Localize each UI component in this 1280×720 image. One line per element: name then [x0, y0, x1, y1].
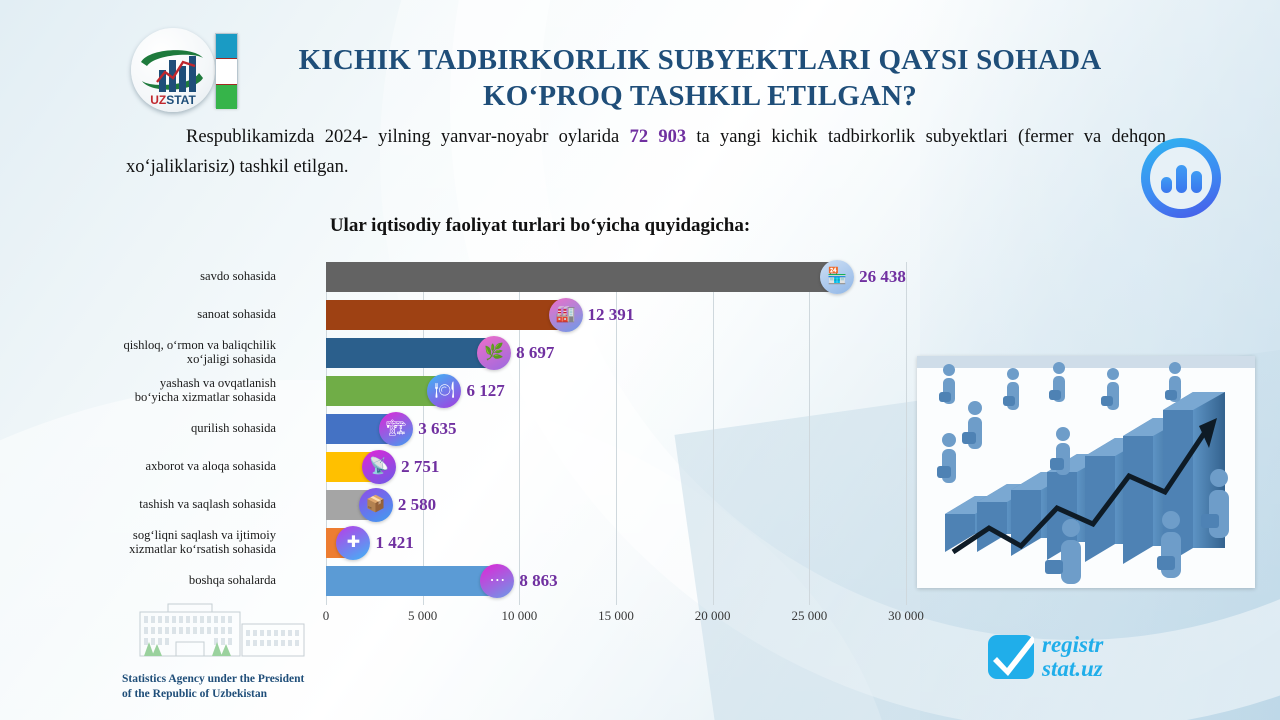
- bar-value-label: 2 580: [397, 495, 437, 514]
- shop-icon: 🏪: [820, 260, 855, 294]
- chart-row: ✚ 1 421: [326, 526, 906, 560]
- category-label-8: boshqa sohalarda: [188, 573, 276, 587]
- badge-bar-2: [1175, 165, 1187, 193]
- intro-paragraph: Respublikamizda 2024- yilning yanvar-noy…: [126, 122, 1166, 182]
- factory-icon: 🏭: [548, 298, 583, 332]
- healthcare-icon: ✚: [336, 526, 371, 560]
- uzstat-logo-icon: UZSTAT: [141, 50, 203, 107]
- bar-value-label: 6 127: [466, 381, 505, 400]
- business-growth-graphic: [917, 356, 1255, 588]
- gridline-5000: [422, 262, 424, 605]
- chart-row: 🌿 8 697: [326, 336, 906, 370]
- restaurant-icon: 🍽: [427, 374, 462, 408]
- bar-value-label: 3 635: [418, 419, 457, 438]
- x-tick-4: 20 000: [694, 608, 731, 623]
- bar-value-label: 1 421: [375, 533, 414, 552]
- footer-agency-name: Statistics Agency under the President of…: [122, 672, 382, 702]
- chart-bars: 🏪 26 438 🏭 12 391 🌿 8 697 🍽 6 127 🏗 3 635 📡 2 751 📦 2…: [326, 260, 906, 605]
- chart-row: 🏭 12 391: [326, 298, 906, 332]
- chart-row: 📦 2 580: [326, 488, 906, 522]
- chart-row: 🏗 3 635: [326, 412, 906, 446]
- x-tick-5: 25 000: [791, 608, 828, 623]
- business-growth-illustration: [917, 356, 1255, 588]
- chart-heading: Ular iqtisodiy faoliyat turlari bo‘yicha…: [329, 215, 751, 236]
- intro-text-part2: ta yangi kichik tadbirkorlik subyektlari…: [126, 127, 1167, 177]
- x-tick-2: 10 000: [501, 608, 538, 623]
- category-label-3: yashash va ovqatlanish bo‘yicha xizmatlar…: [134, 376, 276, 404]
- x-tick-0: 0: [322, 608, 330, 623]
- footer-line2: of the Republic of Uzbekistan: [122, 688, 268, 700]
- page-title: KICHIK TADBIRKORLIK SUBYEKTLARI QAYSI SO…: [250, 42, 1150, 114]
- x-tick-6: 30 000: [888, 608, 924, 623]
- bar-value-label: 8 863: [519, 571, 558, 590]
- uzbekistan-flag-icon: [215, 33, 238, 109]
- agriculture-icon: 🌿: [477, 336, 512, 370]
- registrstat-line1: registr: [1042, 632, 1104, 657]
- bar-0[interactable]: [326, 262, 838, 292]
- bar-1[interactable]: [326, 300, 566, 330]
- x-tick-1: 5 000: [408, 608, 438, 623]
- gridline-25000: [809, 262, 811, 605]
- intro-text-part1: Respublikamizda 2024- yilning yanvar-noy…: [186, 127, 630, 147]
- warehouse-icon: 📦: [358, 488, 393, 522]
- bar-2[interactable]: [326, 338, 495, 368]
- category-label-4: qurilish sohasida: [190, 421, 276, 435]
- badge-bar-1: [1160, 177, 1172, 193]
- network-icon: 📡: [362, 450, 397, 484]
- category-label-5: axborot va aloqa sohasida: [145, 459, 276, 473]
- category-label-7: sog‘liqni saqlash va ijtimoiy xizmatlar k…: [129, 528, 276, 556]
- uzstat-logo: UZSTAT: [131, 28, 215, 112]
- checkmark-icon: [988, 635, 1036, 679]
- bar-value-label: 2 751: [401, 457, 440, 476]
- ellipsis-icon: ⋯: [480, 564, 515, 598]
- bar-value-label: 26 438: [859, 267, 906, 286]
- gridline-15000: [616, 262, 617, 605]
- bar-value-label: 12 391: [587, 305, 635, 324]
- chart-row: ⋯ 8 863: [326, 564, 906, 598]
- page-title-line2: KO‘PROQ TASHKIL ETILGAN?: [483, 80, 917, 112]
- building-graphic: [139, 603, 305, 657]
- footer-line1: Statistics Agency under the President: [122, 673, 305, 685]
- government-building-icon: [128, 598, 318, 666]
- gridline-10000: [519, 262, 521, 605]
- category-label-1: sanoat sohasida: [197, 307, 276, 321]
- category-label-2: qishloq, o‘rmon va baliqchilik xo‘jaligi …: [123, 338, 276, 366]
- page-title-line1: KICHIK TADBIRKORLIK SUBYEKTLARI QAYSI SO…: [298, 44, 1102, 76]
- gridline-20000: [712, 262, 714, 605]
- category-label-0: savdo sohasida: [200, 269, 276, 283]
- bar-value-label: 8 697: [516, 343, 555, 362]
- chart-row: 🏪 26 438: [326, 260, 906, 294]
- x-tick-3: 15 000: [598, 608, 634, 623]
- construction-crane-icon: 🏗: [379, 412, 414, 446]
- gridline-30000: [906, 262, 907, 605]
- chart-x-axis: 0 5 000 10 000 15 000 20 000 25 000 30 000: [322, 608, 926, 630]
- svg-text:UZSTAT: UZSTAT: [150, 93, 196, 107]
- registrstat-wordmark: registr stat.uz: [1042, 633, 1103, 681]
- category-label-6: tashish va saqlash sohasida: [139, 497, 276, 511]
- chart-row: 📡 2 751: [326, 450, 906, 484]
- registrstat-line2: stat.uz: [1042, 656, 1103, 681]
- bar-chart-badge-icon: [1141, 138, 1221, 218]
- bar-chart-badge-inner: [1150, 147, 1212, 209]
- checkmark-glyph: [993, 636, 1036, 676]
- total-count-highlight: 72 903: [629, 127, 687, 147]
- chart-row: 🍽 6 127: [326, 374, 906, 408]
- registrstat-logo[interactable]: registr stat.uz: [988, 629, 1178, 685]
- bar-8[interactable]: [326, 566, 498, 596]
- badge-bar-3: [1190, 171, 1202, 193]
- bar-3[interactable]: [326, 376, 445, 406]
- bar-chart: 🏪 26 438 🏭 12 391 🌿 8 697 🍽 6 127 🏗 3 635 📡 2 751 📦 2…: [326, 260, 907, 605]
